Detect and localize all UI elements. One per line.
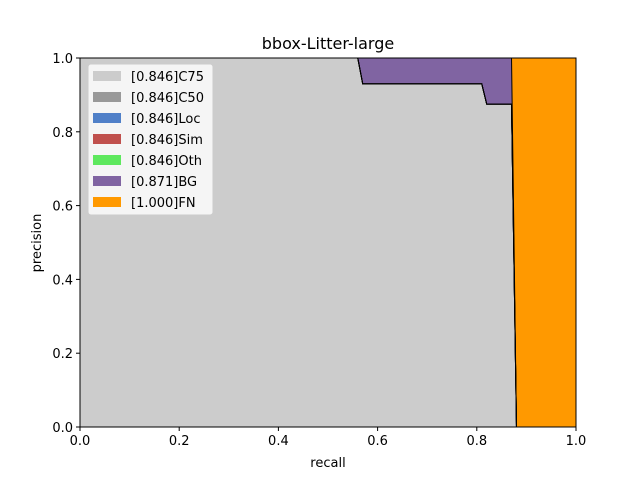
legend-label-0-846-c50: [0.846]C50 [131,91,204,106]
legend-swatch-0-846-c50 [93,92,121,102]
x-tick-label: 0.0 [70,434,91,449]
legend-swatch-0-846-loc [93,113,121,123]
legend-swatch-0-846-oth [93,155,121,165]
y-tick-label: 0.2 [52,347,73,362]
y-tick-label: 1.0 [52,52,73,67]
legend-swatch-1-000-fn [93,197,121,207]
legend-label-0-846-oth: [0.846]Oth [131,154,202,169]
y-tick-label: 0.4 [52,273,73,288]
legend-label-1-000-fn: [1.000]FN [131,196,196,211]
x-tick-label: 0.4 [268,434,289,449]
legend-swatch-0-871-bg [93,176,121,186]
y-tick-label: 0.0 [52,421,73,436]
x-tick-label: 0.2 [169,434,190,449]
x-axis-label: recall [310,456,345,471]
y-axis-label: precision [30,214,45,273]
legend-label-0-846-c75: [0.846]C75 [131,70,204,85]
axes: 0.0 0.2 0.4 0.6 0.8 1.0 0.0 0.2 0.4 0.6 0.8 1.0 [52,52,586,449]
y-tick-label: 0.8 [52,126,73,141]
x-tick-label: 1.0 [566,434,587,449]
x-tick-label: 0.8 [466,434,487,449]
legend-swatch-0-846-sim [93,134,121,144]
chart-title: bbox-Litter-large [262,34,394,53]
legend: [0.846]C75 [0.846]C50 [0.846]Loc [0.846]Sim… [87,63,214,216]
y-tick-label: 0.6 [52,200,73,215]
legend-label-0-871-bg: [0.871]BG [131,175,197,190]
legend-label-0-846-loc: [0.846]Loc [131,112,200,127]
x-tick-label: 0.6 [367,434,388,449]
legend-swatch-0-846-c75 [93,71,121,81]
axes-frame [79,57,577,428]
legend-label-0-846-sim: [0.846]Sim [131,133,203,148]
